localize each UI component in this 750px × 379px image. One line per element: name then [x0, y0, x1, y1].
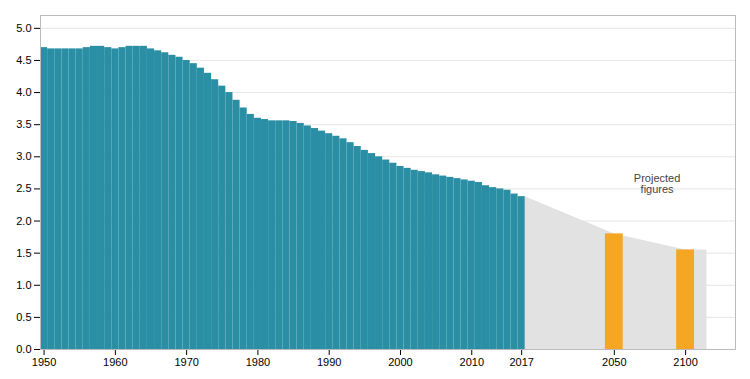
- svg-text:1960: 1960: [103, 356, 127, 368]
- svg-text:1950: 1950: [32, 356, 56, 368]
- svg-text:4.0: 4.0: [16, 86, 31, 98]
- svg-text:5.0: 5.0: [16, 22, 31, 34]
- svg-text:1.5: 1.5: [16, 247, 31, 259]
- svg-text:0.0: 0.0: [16, 343, 31, 355]
- svg-text:2.5: 2.5: [16, 182, 31, 194]
- svg-text:3.5: 3.5: [16, 118, 31, 130]
- svg-text:4.5: 4.5: [16, 54, 31, 66]
- svg-text:1990: 1990: [317, 356, 341, 368]
- svg-text:2100: 2100: [673, 356, 697, 368]
- svg-text:2000: 2000: [388, 356, 412, 368]
- svg-text:0.5: 0.5: [16, 311, 31, 323]
- svg-text:1970: 1970: [174, 356, 198, 368]
- svg-text:3.0: 3.0: [16, 150, 31, 162]
- svg-text:2.0: 2.0: [16, 215, 31, 227]
- svg-text:2050: 2050: [602, 356, 626, 368]
- svg-text:2010: 2010: [460, 356, 484, 368]
- svg-text:Projectedfigures: Projectedfigures: [634, 172, 680, 195]
- svg-text:1980: 1980: [246, 356, 270, 368]
- svg-text:1.0: 1.0: [16, 279, 31, 291]
- svg-text:2017: 2017: [509, 356, 533, 368]
